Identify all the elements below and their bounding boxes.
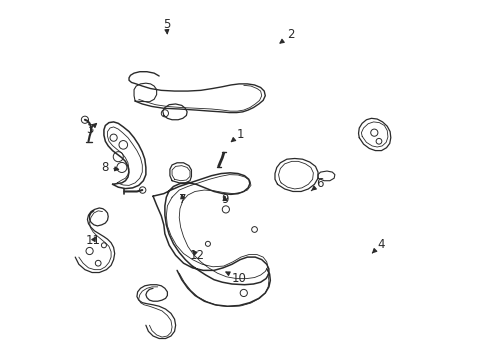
Text: 6: 6: [311, 177, 323, 191]
Text: 11: 11: [85, 234, 101, 247]
Text: 8: 8: [101, 161, 119, 174]
Text: 12: 12: [190, 249, 204, 262]
Text: 9: 9: [221, 193, 228, 206]
Text: 4: 4: [371, 238, 384, 253]
Text: 2: 2: [280, 28, 294, 43]
Text: 7: 7: [179, 193, 186, 206]
Text: 10: 10: [225, 272, 246, 285]
Text: 5: 5: [163, 18, 170, 34]
Text: 3: 3: [86, 123, 97, 136]
Text: 1: 1: [231, 127, 244, 142]
